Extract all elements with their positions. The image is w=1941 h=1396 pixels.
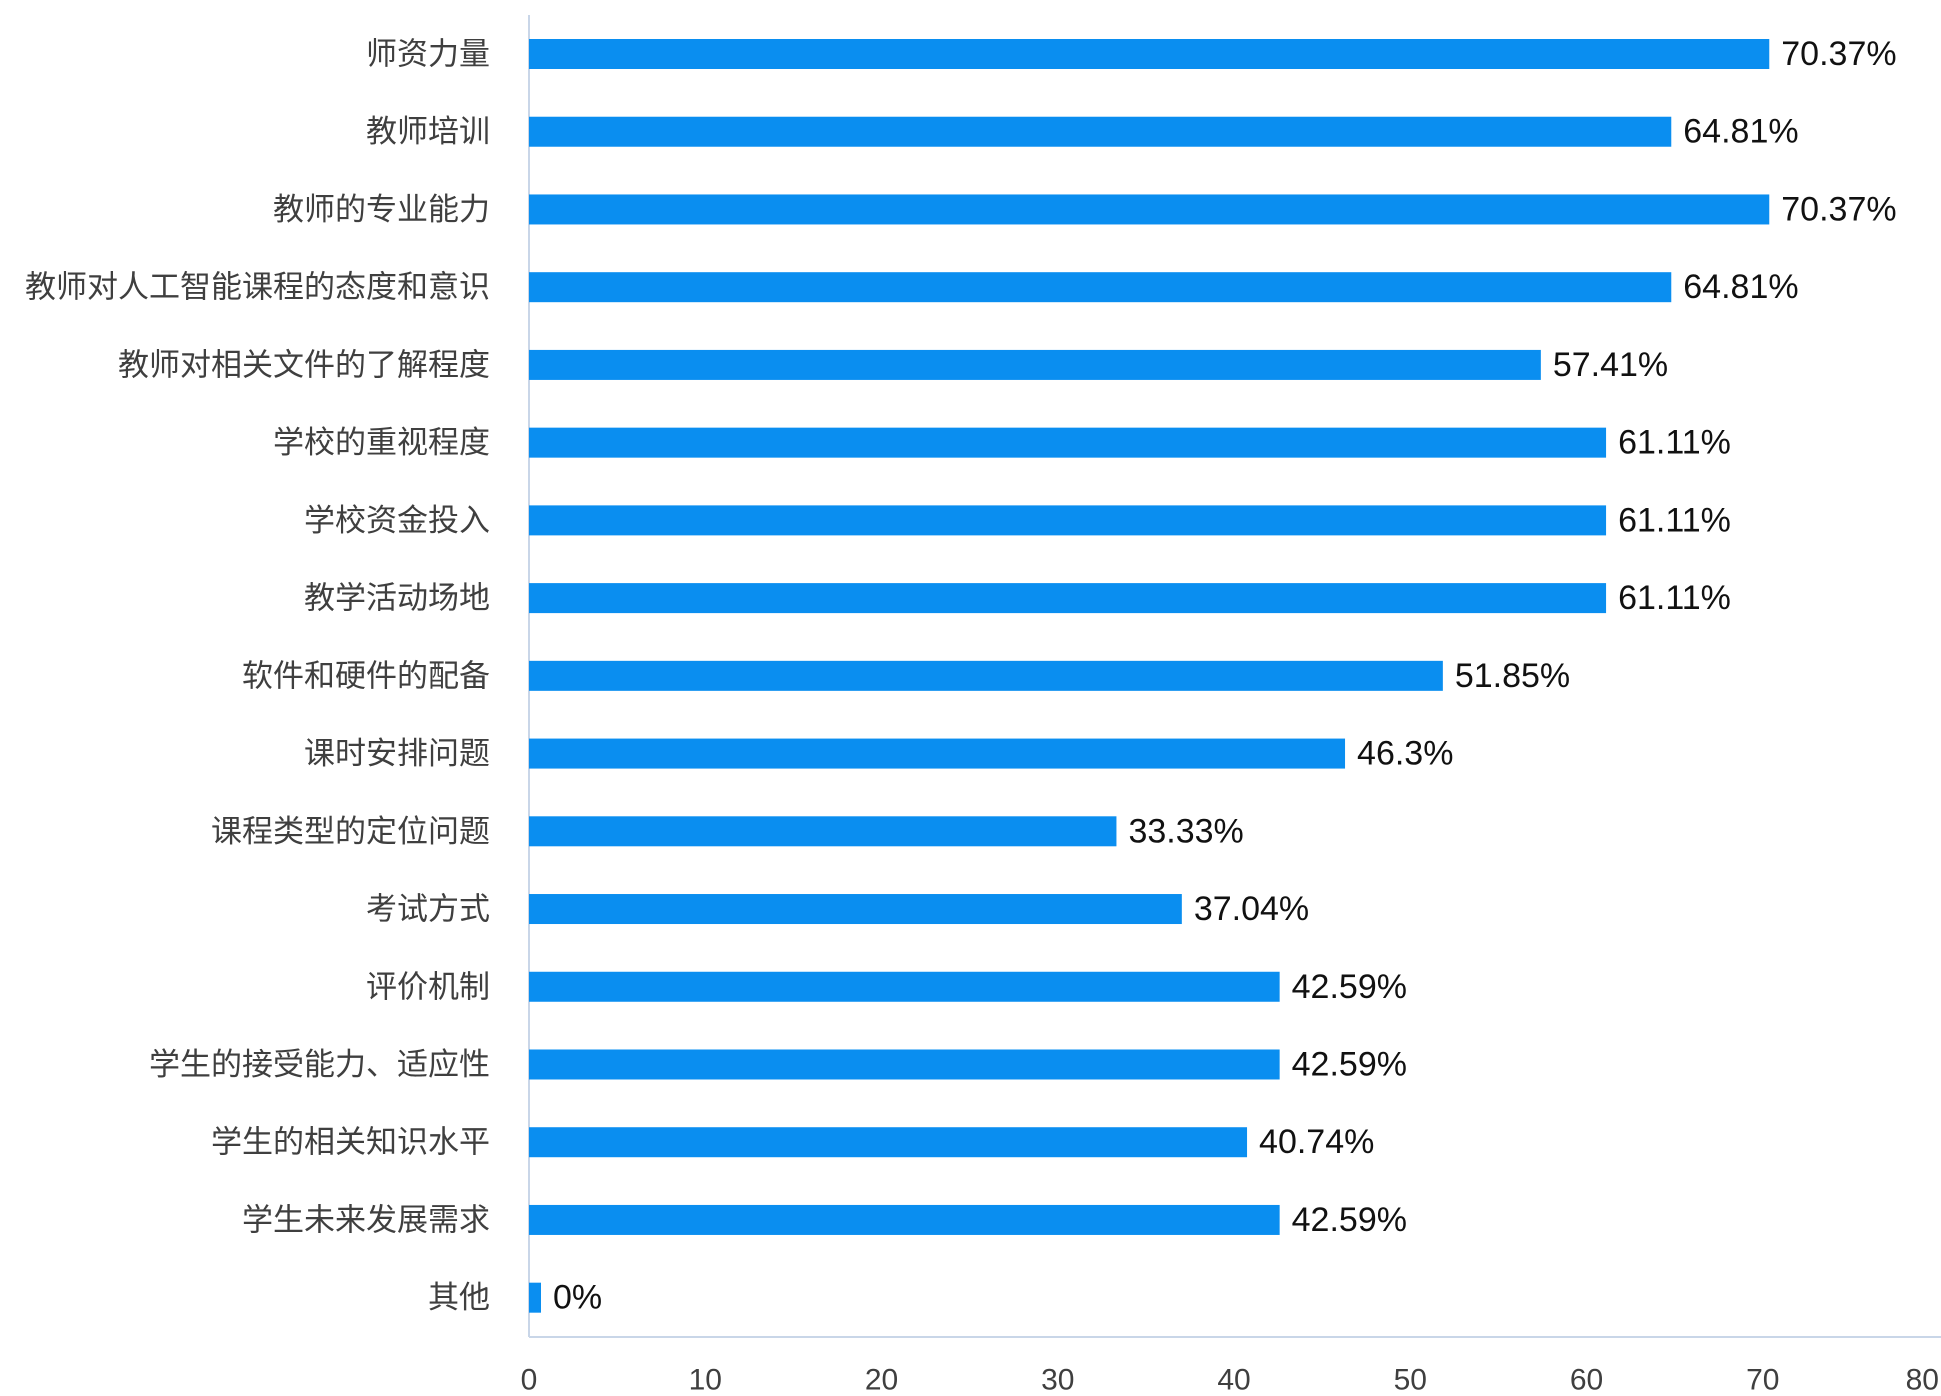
bar [529,738,1346,769]
bar [529,894,1182,925]
bar [529,1127,1248,1158]
category-label: 学生未来发展需求 [242,1202,490,1237]
data-label: 42.59% [1292,1045,1407,1083]
data-label: 64.81% [1683,268,1798,306]
category-label: 学生的相关知识水平 [211,1125,490,1160]
x-tick-label: 40 [1217,1364,1250,1396]
bar [529,1049,1280,1080]
bar [529,116,1672,147]
data-label: 51.85% [1455,657,1570,695]
bar [529,583,1607,614]
x-tick-label: 10 [689,1364,722,1396]
category-label: 教师培训 [366,114,490,149]
bar [529,39,1770,69]
category-label: 课时安排问题 [304,736,490,771]
data-labels-group: 70.37% 64.81% 70.37% 64.81% 57.41% 61.11% 61.1… [553,35,1897,1317]
data-label: 40.74% [1259,1123,1374,1161]
category-label: 其他 [428,1280,490,1315]
bar [529,194,1770,225]
bar [529,816,1117,847]
data-label: 70.37% [1781,190,1896,228]
data-label: 42.59% [1292,1201,1407,1239]
data-label: 61.11% [1618,579,1731,617]
data-label: 46.3% [1357,735,1453,773]
x-tick-label: 50 [1394,1364,1427,1396]
data-label: 61.11% [1618,424,1731,462]
x-tick-labels-group: 0 10 20 30 40 50 60 70 80 [521,1364,1939,1396]
category-label: 评价机制 [366,969,490,1004]
data-label: 64.81% [1683,113,1798,151]
x-tick-label: 30 [1041,1364,1074,1396]
data-label: 37.04% [1194,890,1309,928]
x-tick-label: 20 [865,1364,898,1396]
bar [529,427,1607,458]
bar [529,1282,541,1313]
data-label: 61.11% [1618,501,1731,539]
bar [529,660,1443,691]
bar [529,349,1541,380]
x-tick-label: 70 [1746,1364,1779,1396]
category-label: 教学活动场地 [304,581,490,616]
data-label: 70.37% [1781,35,1896,73]
category-label: 软件和硬件的配备 [242,658,490,693]
category-label: 学校的重视程度 [273,425,490,460]
data-label: 42.59% [1292,968,1407,1006]
x-tick-label: 80 [1906,1364,1939,1396]
bar [529,272,1672,303]
x-tick-label: 60 [1570,1364,1603,1396]
category-label: 考试方式 [366,892,490,927]
bar [529,971,1280,1002]
category-label: 课程类型的定位问题 [211,814,490,849]
category-label: 教师对相关文件的了解程度 [118,347,490,382]
bar [529,505,1607,536]
category-label: 学校资金投入 [304,503,490,538]
data-label: 0% [553,1279,602,1317]
category-label: 教师对人工智能课程的态度和意识 [25,270,490,305]
data-label: 57.41% [1553,346,1668,384]
bars-group [529,39,1770,1313]
x-tick-label: 0 [521,1364,538,1396]
category-label: 学生的接受能力、适应性 [149,1047,490,1082]
category-label: 师资力量 [366,37,490,72]
category-label: 教师的专业能力 [273,192,490,227]
category-labels-group: 师资力量教师培训教师的专业能力教师对人工智能课程的态度和意识教师对相关文件的了解… [25,37,490,1316]
bar [529,1204,1280,1235]
data-label: 33.33% [1128,812,1243,850]
